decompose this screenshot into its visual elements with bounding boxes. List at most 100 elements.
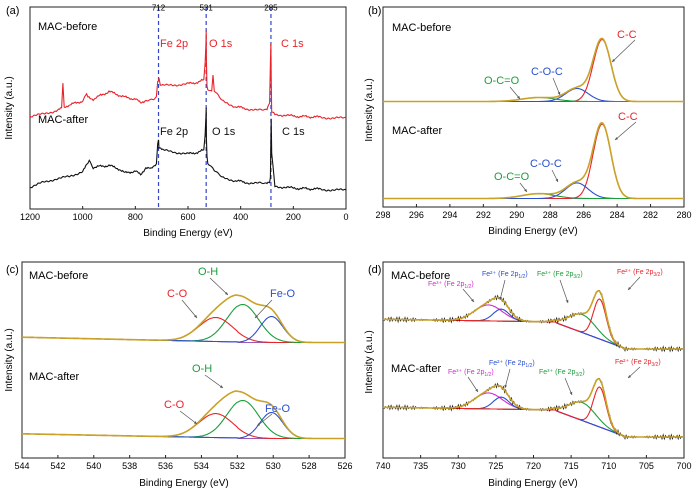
panel-a-tick-label: 200: [286, 212, 301, 222]
panel-a-tag: (a): [6, 5, 19, 17]
annotation-arrow-head: [194, 314, 197, 318]
annotation-arrow-head: [569, 391, 573, 395]
panel-a: (a) Intensity (a.u.) Binding Energy (eV)…: [4, 4, 349, 239]
component-Fe3-2p32-after: [382, 401, 684, 438]
reference-line-label: 712: [152, 4, 166, 13]
component-Fe2-2p12-before: [382, 308, 684, 350]
annotation-arrow-head: [628, 286, 631, 290]
annotation-arrow-head: [565, 299, 569, 303]
annotation-arrow-head: [517, 95, 520, 99]
panel-b-x-ticks: 298 296 294 292 290 288 286 284 282 280: [375, 204, 692, 220]
panel-a-series: [29, 30, 347, 192]
panel-c-tick-label: 530: [266, 461, 281, 471]
panel-b-tick-label: 298: [375, 210, 390, 220]
panel-b-after-coc: C-O-C: [530, 158, 562, 170]
panel-c-after-oh: O-H: [192, 363, 212, 375]
panel-d: (d) Intensity (a.u.) Binding Energy (eV)…: [364, 261, 692, 489]
panel-c-after-feo: Fe-O: [265, 403, 291, 415]
panel-a-after-o1s: O 1s: [212, 126, 236, 138]
panel-c-tick-label: 538: [122, 461, 137, 471]
panel-a-tick-label: 1200: [20, 212, 40, 222]
annotation-arrow: [552, 77, 561, 96]
panel-b-tick-label: 282: [643, 210, 658, 220]
panel-d-tick-label: 725: [488, 461, 503, 471]
panel-d-tick-label: 710: [601, 461, 616, 471]
series-MAC-before: [29, 30, 347, 120]
panel-a-after-c1s: C 1s: [282, 126, 305, 138]
panel-a-tick-label: 400: [233, 212, 248, 222]
panel-c-after-label: MAC-after: [29, 371, 79, 383]
annotation-arrow-head: [219, 385, 223, 388]
panel-b-frame: [382, 6, 685, 208]
panel-b: (b) Intensity (a.u.) Binding Energy (eV)…: [364, 5, 692, 237]
component-C-O-C-before: [383, 87, 684, 103]
panel-a-before-o1s: O 1s: [209, 38, 233, 50]
panel-d-tick-label: 700: [676, 461, 691, 471]
panel-d-after-label: MAC-after: [391, 363, 441, 375]
panel-c-tick-label: 526: [337, 461, 352, 471]
panel-a-before-label: MAC-before: [38, 21, 97, 33]
annotation-arrow: [614, 121, 637, 141]
annotation-arrow: [256, 413, 273, 427]
annotation-arrow: [179, 410, 198, 425]
annotation-arrow-head: [557, 91, 561, 95]
panel-c: (c) Intensity (a.u.) Binding Energy (eV)…: [4, 261, 353, 489]
annotation-arrow-head: [471, 298, 474, 302]
annotation-arrow-head: [628, 375, 632, 378]
panel-d-before-fe2-12: Fe²⁺ (Fe 2p1/2): [482, 271, 528, 280]
annotation-arrow: [504, 368, 511, 389]
envelope-after: [22, 390, 345, 440]
panel-d-tick-label: 705: [639, 461, 654, 471]
annotation-arrow-head: [524, 188, 527, 192]
panel-b-before-cc: C-C: [617, 29, 637, 41]
panel-d-before-fe3-12: Fe³⁺ (Fe 2p1/2): [428, 281, 474, 290]
panel-d-before-fe2-32: Fe²⁺ (Fe 2p3/2): [617, 269, 663, 278]
annotation-arrow-head: [193, 421, 197, 424]
panel-d-ylabel: Intensity (a.u.): [364, 330, 375, 393]
annotation-arrow: [559, 279, 569, 304]
panel-c-x-ticks: 544 542 540 538 536 534 532 530 528 526: [14, 455, 353, 471]
annotation-arrow: [564, 377, 573, 396]
panel-a-tick-label: 1000: [73, 212, 93, 222]
annotation-arrow: [499, 279, 506, 301]
panel-d-after-fe2-32: Fe²⁺ (Fe 2p3/2): [615, 359, 661, 368]
panel-c-frame: [21, 261, 346, 459]
annotation-arrow-head: [499, 296, 503, 300]
annotation-arrow: [181, 299, 198, 319]
panel-b-before-label: MAC-before: [392, 22, 451, 34]
panel-b-tick-label: 280: [676, 210, 691, 220]
panel-c-ylabel: Intensity (a.u.): [4, 328, 15, 391]
annotation-arrow-head: [615, 137, 619, 140]
panel-d-tick-label: 740: [375, 461, 390, 471]
panel-d-after-fe3-32: Fe³⁺ (Fe 2p3/2): [539, 369, 585, 378]
panel-c-before-oh: O-H: [198, 266, 218, 278]
panel-a-before-c1s: C 1s: [281, 38, 304, 50]
annotation-arrow: [209, 277, 229, 296]
panel-c-tick-label: 528: [302, 461, 317, 471]
panel-b-tag: (b): [368, 5, 381, 17]
panel-d-xlabel: Binding Energy (eV): [488, 478, 578, 489]
panel-c-tick-label: 536: [158, 461, 173, 471]
component-C-O-C-after: [383, 182, 684, 200]
annotation-arrow: [204, 374, 224, 389]
envelope-before: [382, 289, 684, 350]
envelope-after: [383, 121, 684, 200]
panel-c-tick-label: 540: [86, 461, 101, 471]
panel-c-curves: [22, 294, 345, 440]
component-Fe3-2p12-before: [382, 304, 684, 350]
panel-a-tick-label: 0: [343, 212, 348, 222]
panel-c-tick-label: 544: [14, 461, 29, 471]
component-Fe3-2p32-before: [382, 313, 684, 350]
panel-c-xlabel: Binding Energy (eV): [139, 478, 229, 489]
panel-d-after-fe2-12: Fe²⁺ (Fe 2p1/2): [489, 360, 535, 369]
envelope-after: [382, 377, 684, 438]
panel-b-curves: [383, 37, 684, 200]
panel-a-after-label: MAC-after: [38, 114, 88, 126]
panel-b-after-label: MAC-after: [392, 125, 442, 137]
panel-d-tick-label: 715: [564, 461, 579, 471]
panel-c-before-co: C-O: [167, 288, 188, 300]
panel-b-tick-label: 296: [409, 210, 424, 220]
panel-b-tick-label: 292: [476, 210, 491, 220]
panel-c-tick-label: 542: [50, 461, 65, 471]
